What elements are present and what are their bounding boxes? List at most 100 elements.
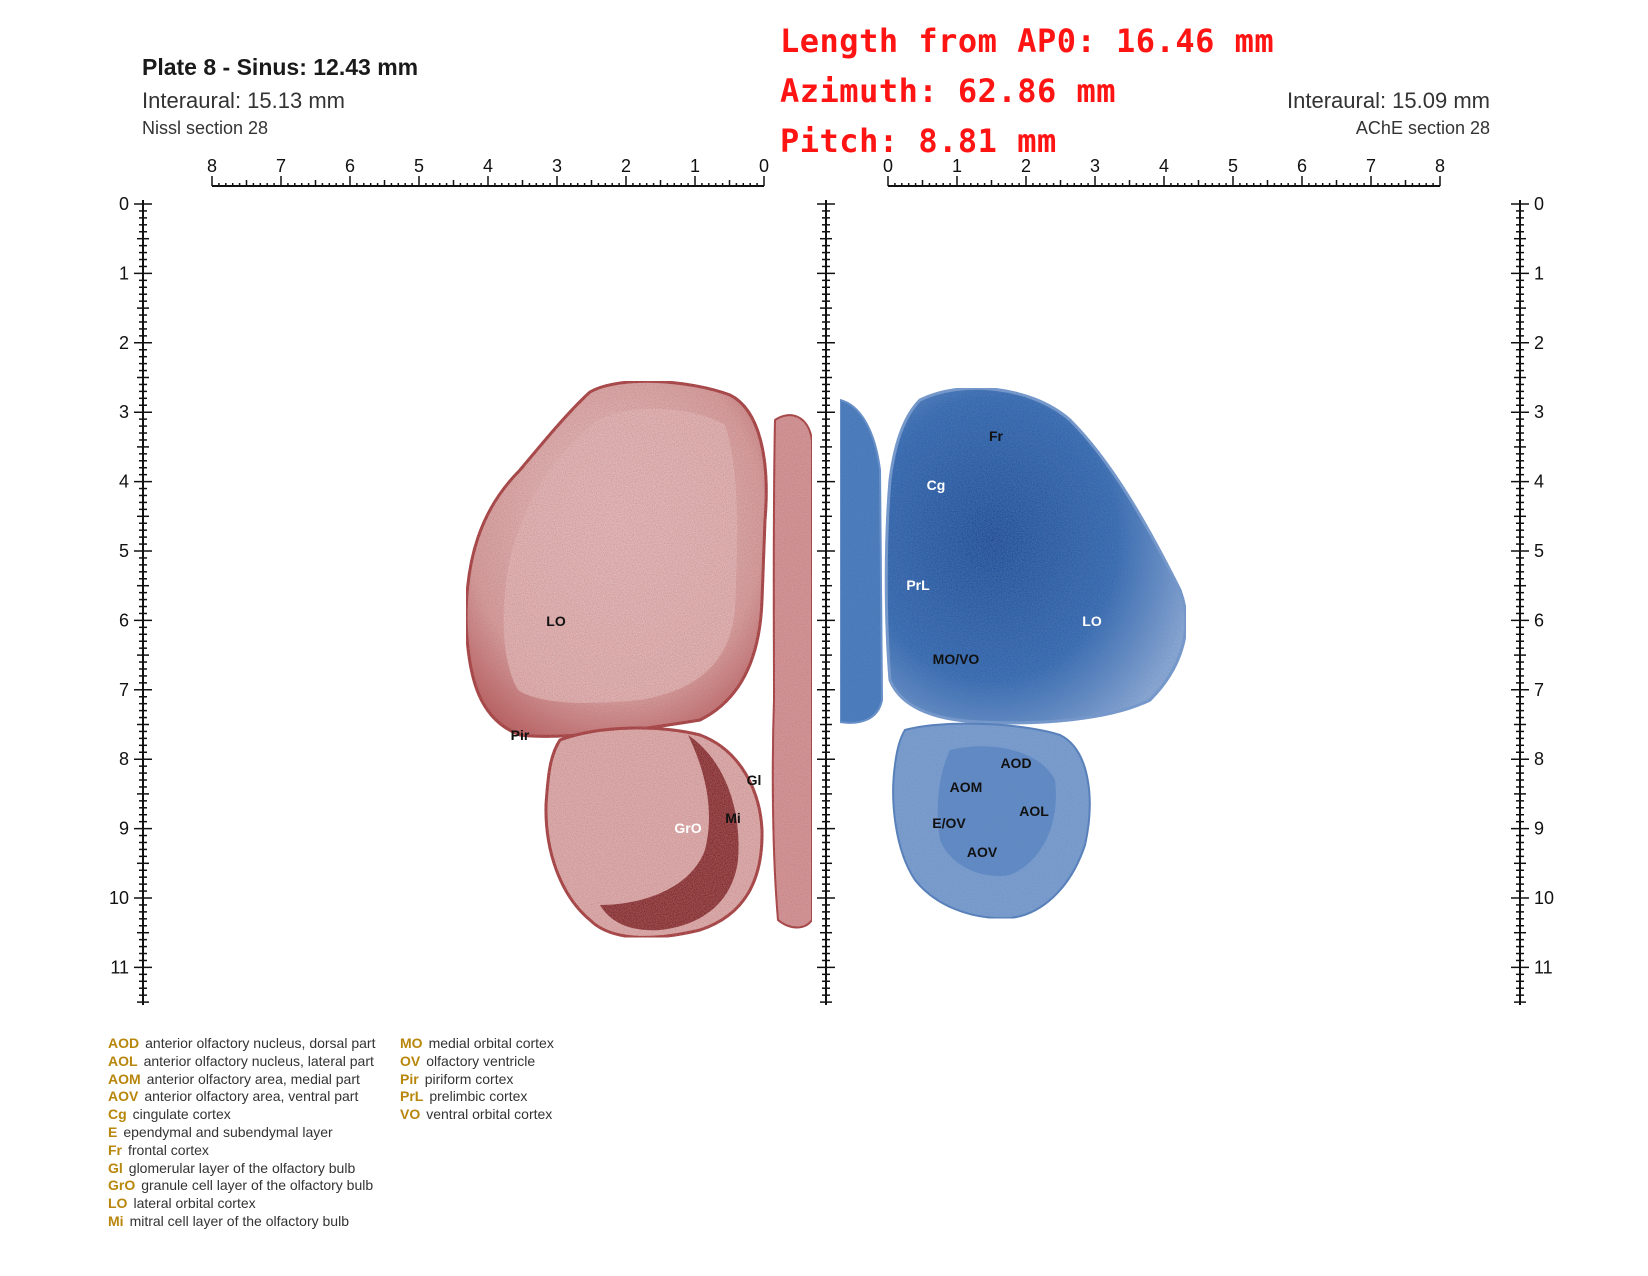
ache-region-label: MO/VO — [933, 651, 980, 667]
ruler-ticks — [134, 176, 1529, 1003]
legend-description: ventral orbital cortex — [426, 1106, 553, 1123]
legend-abbreviation: AOL — [108, 1052, 138, 1069]
legend-description: frontal cortex — [128, 1141, 209, 1158]
legend-description: prelimbic cortex — [429, 1088, 528, 1105]
top-right-tick-label: 8 — [1435, 156, 1445, 176]
legend-entry: AOM anterior olfactory area, medial part — [108, 1071, 375, 1089]
legend-abbreviation: AOV — [108, 1088, 139, 1105]
top-left-tick-label: 7 — [276, 156, 286, 176]
top-left-tick-label: 5 — [414, 156, 424, 176]
top-right-tick-label: 5 — [1228, 156, 1238, 176]
legend-abbreviation: Fr — [108, 1141, 122, 1158]
region-labels: LO Pir Gl Mi GrO Fr Cg PrL LO MO/VO AOD AOM AOL E/OVA… — [511, 428, 1102, 860]
ache-region-label: LO — [1082, 613, 1102, 629]
ache-region-label: AOM — [950, 779, 983, 795]
legend-entry: GrO granule cell layer of the olfactory b… — [108, 1177, 375, 1195]
right-axis-tick-label: 1 — [1534, 263, 1544, 283]
left-axis-tick-label: 7 — [119, 680, 129, 700]
right-axis-tick-label: 0 — [1534, 194, 1544, 214]
top-right-tick-label: 1 — [952, 156, 962, 176]
ache-region-label: E/OV — [932, 815, 966, 831]
legend-entry: Pir piriform cortex — [400, 1071, 554, 1089]
legend-abbreviation: PrL — [400, 1088, 424, 1105]
top-left-tick-label: 6 — [345, 156, 355, 176]
legend-description: anterior olfactory nucleus, lateral part — [143, 1052, 374, 1069]
top-left-tick-label: 1 — [690, 156, 700, 176]
legend-abbreviation: LO — [108, 1195, 128, 1212]
top-left-tick-label: 0 — [759, 156, 769, 176]
right-axis-tick-label: 9 — [1534, 819, 1544, 839]
legend-column-left: AOD anterior olfactory nucleus, dorsal pa… — [108, 1035, 375, 1231]
top-left-tick-label: 4 — [483, 156, 493, 176]
legend-entry: AOV anterior olfactory area, ventral part — [108, 1088, 375, 1106]
right-axis-tick-label: 2 — [1534, 333, 1544, 353]
pitch-readout: Pitch: 8.81 mm — [780, 122, 1057, 160]
legend-entry: MO medial orbital cortex — [400, 1035, 554, 1053]
legend-description: medial orbital cortex — [428, 1035, 554, 1051]
ruler-tick-labels: 8 7 6 5 4 3 2 1 0 0 1 2 3 4 5 6 7 80123456789101101234567… — [109, 156, 1554, 977]
left-axis-tick-label: 6 — [119, 610, 129, 630]
legend-entry: AOL anterior olfactory nucleus, lateral p… — [108, 1053, 375, 1071]
right-axis-tick-label: 4 — [1534, 472, 1544, 492]
legend-abbreviation: OV — [400, 1052, 421, 1069]
left-axis-tick-label: 11 — [110, 957, 129, 977]
left-axis-tick-label: 5 — [119, 541, 129, 561]
legend-entry: LO lateral orbital cortex — [108, 1195, 375, 1213]
ache-region-label: Cg — [927, 477, 946, 493]
legend-abbreviation: AOM — [108, 1070, 141, 1087]
legend-entry: AOD anterior olfactory nucleus, dorsal pa… — [108, 1035, 375, 1053]
section-right: AChE section 28 — [1355, 118, 1490, 138]
legend-description: piriform cortex — [424, 1070, 514, 1087]
legend-description: glomerular layer of the olfactory bulb — [128, 1159, 356, 1176]
legend-abbreviation: VO — [400, 1106, 421, 1123]
legend-description: mitral cell layer of the olfactory bulb — [129, 1212, 349, 1229]
legend-column-right: MO medial orbital cortex OV olfactory ventr… — [400, 1035, 554, 1124]
azimuth-readout: Azimuth: 62.86 mm — [780, 72, 1117, 110]
top-left-tick-label: 8 — [207, 156, 217, 176]
legend-entry: Fr frontal cortex — [108, 1142, 375, 1160]
top-right-tick-label: 3 — [1090, 156, 1100, 176]
right-axis-tick-label: 5 — [1534, 541, 1544, 561]
legend-description: anterior olfactory nucleus, dorsal part — [145, 1035, 376, 1051]
legend-entry: Gl glomerular layer of the olfactory bulb — [108, 1160, 375, 1178]
top-right-tick-label: 7 — [1366, 156, 1376, 176]
nissl-region-label: Mi — [725, 810, 741, 826]
nissl-region-label: GrO — [674, 820, 701, 836]
right-axis-tick-label: 11 — [1534, 957, 1553, 977]
legend-entry: Cg cingulate cortex — [108, 1106, 375, 1124]
legend-description: ependymal and subendymal layer — [123, 1123, 333, 1140]
ache-region-label: PrL — [906, 577, 930, 593]
interaural-left: Interaural: 15.13 mm — [142, 88, 345, 113]
left-axis-tick-label: 9 — [119, 819, 129, 839]
left-axis-tick-label: 4 — [119, 472, 129, 492]
nissl-region-label: LO — [546, 613, 566, 629]
left-axis-tick-label: 2 — [119, 333, 129, 353]
top-right-tick-label: 6 — [1297, 156, 1307, 176]
top-right-tick-label: 0 — [883, 156, 893, 176]
top-right-tick-label: 4 — [1159, 156, 1169, 176]
right-axis-tick-label: 10 — [1534, 888, 1554, 908]
left-axis-tick-label: 8 — [119, 749, 129, 769]
right-axis-tick-label: 6 — [1534, 610, 1544, 630]
legend-description: anterior olfactory area, medial part — [146, 1070, 360, 1087]
legend-abbreviation: GrO — [108, 1177, 136, 1194]
left-axis-tick-label: 10 — [109, 888, 129, 908]
ache-region-label: AOV — [967, 844, 998, 860]
legend-abbreviation: Mi — [108, 1212, 124, 1229]
left-axis-tick-label: 1 — [119, 263, 129, 283]
ache-region-label: Fr — [989, 428, 1004, 444]
legend-abbreviation: E — [108, 1123, 118, 1140]
ache-region-label: AOD — [1000, 755, 1031, 771]
section-left: Nissl section 28 — [142, 118, 269, 138]
legend-entry: VO ventral orbital cortex — [400, 1106, 554, 1124]
legend-entry: OV olfactory ventricle — [400, 1053, 554, 1071]
nissl-region-label: Pir — [511, 727, 530, 743]
plate-title: Plate 8 - Sinus: 12.43 mm — [142, 54, 419, 80]
ache-section — [839, 386, 1188, 920]
ache-region-label: AOL — [1019, 803, 1049, 819]
nissl-region-label: Gl — [747, 772, 762, 788]
right-axis-tick-label: 8 — [1534, 749, 1544, 769]
top-left-tick-label: 2 — [621, 156, 631, 176]
